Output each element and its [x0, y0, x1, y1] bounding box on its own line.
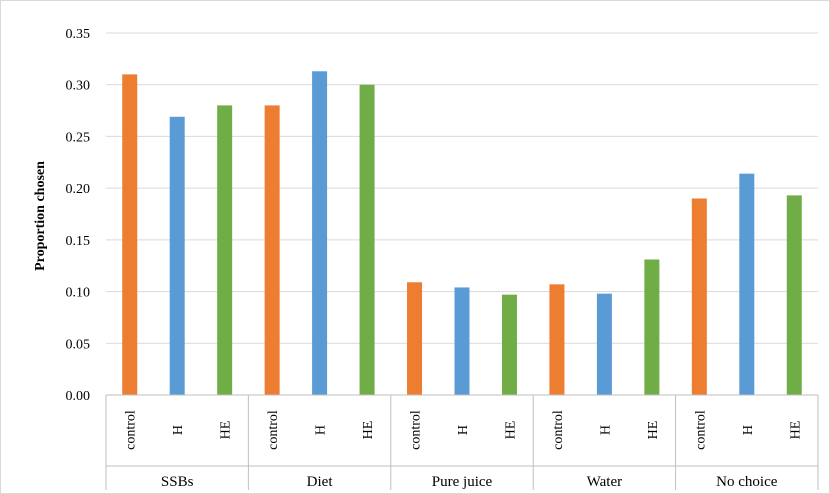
x-sub-label: HE	[503, 421, 518, 440]
x-sub-label: HE	[646, 421, 661, 440]
bar-he-water	[644, 259, 660, 395]
bar-he-pure-juice	[501, 294, 517, 395]
y-tick-label: 0.35	[66, 27, 91, 42]
x-sub-label: HE	[219, 421, 234, 440]
bar-h-water	[596, 293, 612, 395]
x-sub-label: control	[124, 410, 139, 450]
x-axis: control H HE SSBs control H HE Diet control H HE Pu…	[105, 394, 819, 490]
bar-h-pure-juice	[454, 287, 470, 395]
bar-h-ssbs	[169, 116, 185, 395]
x-category-label: No choice	[716, 474, 778, 490]
x-sub-label: H	[741, 425, 756, 435]
y-tick-label: 0.15	[66, 234, 91, 249]
bar-h-diet	[312, 71, 328, 396]
y-axis-title: Proportion chosen	[33, 161, 48, 271]
y-tick-label: 0.25	[66, 130, 91, 145]
y-tick-label: 0.00	[66, 389, 91, 404]
bar-control-ssbs	[122, 74, 138, 395]
x-sub-label: HE	[788, 421, 803, 440]
x-sub-label: control	[409, 410, 424, 450]
x-sub-label: control	[551, 410, 566, 450]
bar-control-water	[549, 284, 565, 395]
bar-he-diet	[359, 84, 375, 395]
x-category-label: Diet	[307, 474, 334, 490]
bar-he-ssbs	[217, 105, 233, 396]
x-sub-label: control	[693, 410, 708, 450]
y-axis-ticks: 0.00 0.05 0.10 0.15 0.20 0.25 0.30 0.35	[66, 27, 91, 404]
y-tick-label: 0.10	[66, 286, 91, 301]
y-tick-label: 0.20	[66, 182, 91, 197]
y-tick-label: 0.30	[66, 79, 91, 94]
x-category-label: Pure juice	[432, 474, 493, 490]
bars	[122, 71, 802, 396]
bar-h-no-choice	[739, 173, 755, 395]
x-category-label: Water	[587, 474, 622, 490]
x-sub-label: H	[171, 425, 186, 435]
x-category-label: SSBs	[161, 474, 194, 490]
x-sub-label: HE	[361, 421, 376, 440]
bar-control-no-choice	[691, 198, 707, 395]
x-sub-label: H	[598, 425, 613, 435]
x-sub-label: control	[266, 410, 281, 450]
bar-control-diet	[264, 105, 280, 396]
bar-he-no-choice	[786, 195, 802, 395]
x-sub-label: H	[314, 425, 329, 435]
y-tick-label: 0.05	[66, 337, 91, 352]
bar-control-pure-juice	[407, 282, 423, 395]
x-sub-label: H	[456, 425, 471, 435]
